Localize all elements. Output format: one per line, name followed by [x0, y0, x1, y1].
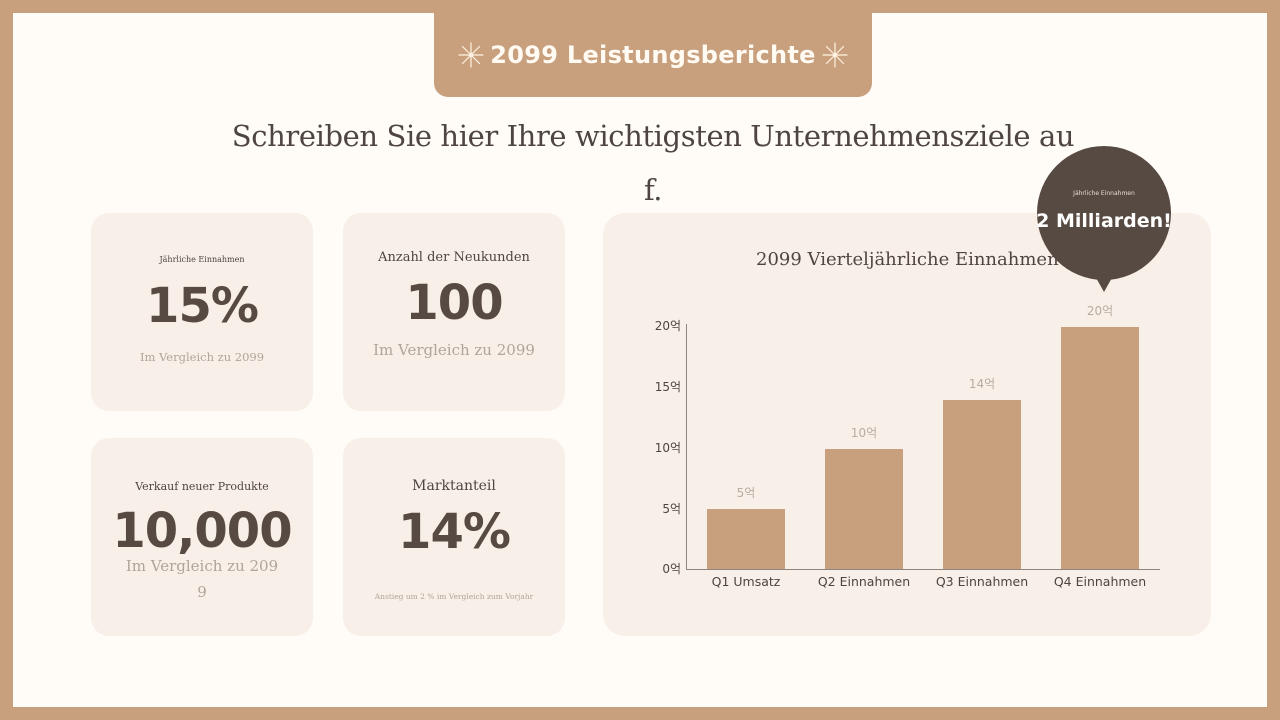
- kpi-note: Im Vergleich zu 209 9: [91, 553, 313, 605]
- kpi-value: 10,000: [112, 503, 292, 559]
- x-tick: Q1 Umsatz: [711, 574, 781, 589]
- kpi-label: Anzahl der Neukunden: [378, 250, 530, 265]
- x-tick: Q2 Einnahmen: [817, 574, 911, 589]
- bar-value-label: 20억: [1086, 304, 1114, 318]
- y-tick: 15억: [654, 380, 681, 394]
- callout-value: 2 Milliarden!: [1036, 210, 1172, 232]
- y-tick: 0억: [662, 562, 681, 576]
- y-tick: 5억: [662, 502, 681, 516]
- bar-q4: [1061, 327, 1139, 569]
- bar-q3: [943, 400, 1021, 569]
- kpi-note: Im Vergleich zu 2099: [373, 341, 535, 359]
- subtitle-line: Schreiben Sie hier Ihre wichtigsten Unte…: [231, 119, 1075, 153]
- bar-value-label: 5억: [736, 486, 756, 500]
- kpi-label: Marktanteil: [412, 478, 496, 494]
- sparkle-icon: [822, 42, 848, 68]
- x-tick: Q3 Einnahmen: [935, 574, 1029, 589]
- kpi-card-new-customers: Anzahl der Neukunden 100 Im Vergleich zu…: [343, 213, 565, 411]
- goals-subtitle: Schreiben Sie hier Ihre wichtigsten Unte…: [213, 109, 1093, 217]
- y-tick: 10억: [654, 441, 681, 455]
- kpi-note-line: Im Vergleich zu 209: [125, 557, 279, 575]
- kpi-label: Jährliche Einnahmen: [159, 255, 245, 264]
- bar-q2: [825, 449, 903, 569]
- x-tick: Q4 Einnahmen: [1053, 574, 1147, 589]
- kpi-label: Verkauf neuer Produkte: [135, 480, 269, 493]
- y-tick: 20억: [654, 319, 681, 333]
- kpi-note: Anstieg um 2 % im Vergleich zum Vorjahr: [374, 592, 534, 601]
- kpi-card-new-product-sales: Verkauf neuer Produkte 10,000 Im Verglei…: [91, 438, 313, 636]
- sparkle-icon: [458, 42, 484, 68]
- bar-value-label: 10억: [850, 426, 878, 440]
- kpi-note: Im Vergleich zu 2099: [139, 350, 265, 364]
- subtitle-line: f.: [643, 173, 663, 207]
- callout-label: Jährliche Einnahmen: [1073, 190, 1135, 197]
- kpi-card-annual-revenue: Jährliche Einnahmen 15% Im Vergleich zu …: [91, 213, 313, 411]
- chart-title: 2099 Vierteljährliche Einnahmen: [756, 249, 1059, 270]
- page-title: 2099 Leistungsberichte: [490, 41, 816, 69]
- y-axis: [686, 324, 687, 570]
- bar-q1: [707, 509, 785, 569]
- revenue-callout-bubble: Jährliche Einnahmen 2 Milliarden!: [1036, 146, 1172, 292]
- x-axis: [686, 569, 1160, 570]
- title-banner: 2099 Leistungsberichte: [434, 13, 872, 97]
- kpi-note-line: 9: [197, 583, 207, 601]
- bar-value-label: 14억: [968, 377, 996, 391]
- kpi-value: 100: [405, 275, 503, 331]
- kpi-value: 14%: [398, 504, 511, 560]
- kpi-card-market-share: Marktanteil 14% Anstieg um 2 % im Vergle…: [343, 438, 565, 636]
- slide-canvas: 2099 Leistungsberichte Schreiben Sie hie…: [13, 13, 1267, 707]
- kpi-value: 15%: [146, 278, 259, 334]
